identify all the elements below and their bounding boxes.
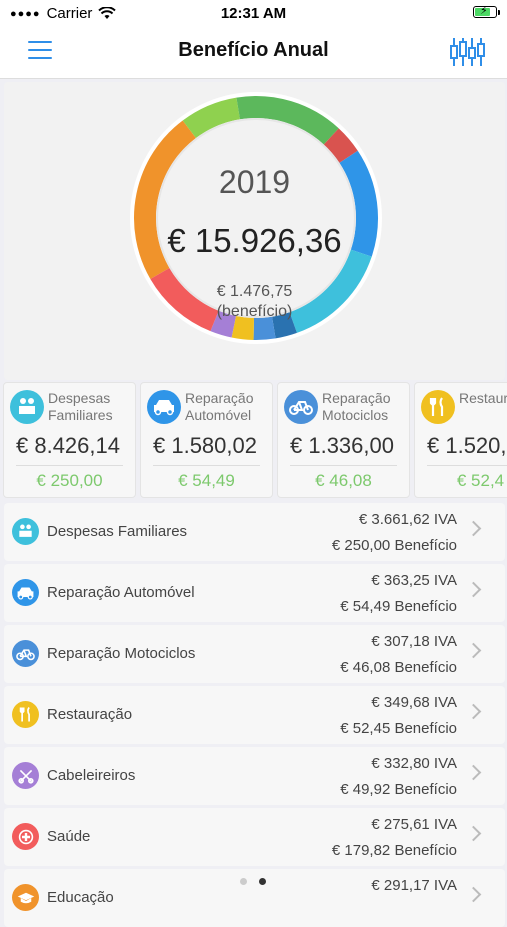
chevron-right-icon xyxy=(465,703,482,720)
donut-slice-2 xyxy=(236,96,339,145)
card-total: € 1.580,02 xyxy=(153,433,257,458)
chart-benefit-value: € 1.476,75 xyxy=(216,283,293,300)
chevron-right-icon xyxy=(465,581,482,598)
chart-benefit-label: (benefício) xyxy=(216,303,293,320)
list-item-benefit: € 54,49 Benefício xyxy=(340,598,457,615)
menu-icon xyxy=(28,41,52,43)
list-item-iva: € 363,25 IVA xyxy=(371,572,457,589)
list-item[interactable]: Despesas Familiares € 3.661,62 IVA € 250… xyxy=(4,503,505,561)
list-item-iva: € 3.661,62 IVA xyxy=(358,511,457,528)
family-icon xyxy=(12,518,39,545)
bicycle-icon xyxy=(284,390,318,424)
carrier-info: ●●●● Carrier xyxy=(10,5,117,22)
page-dot-active[interactable] xyxy=(259,878,266,885)
card-divider xyxy=(290,465,397,466)
category-card[interactable]: Despesas Familiares € 8.426,14 € 250,00 xyxy=(3,382,136,498)
donut-slice-7 xyxy=(253,316,276,340)
chevron-right-icon xyxy=(465,520,482,537)
signal-icon: ●●●● xyxy=(10,7,41,20)
donut-slice-6 xyxy=(271,312,297,339)
cutlery-icon xyxy=(421,390,455,424)
car-icon xyxy=(147,390,181,424)
list-item[interactable]: Restauração € 349,68 IVA € 52,45 Benefíc… xyxy=(4,686,505,744)
card-divider xyxy=(427,465,507,466)
donut-slice-0 xyxy=(134,120,197,279)
list-item-benefit: € 179,82 Benefício xyxy=(331,842,457,859)
donut-slice-5 xyxy=(289,249,372,333)
page-dot[interactable] xyxy=(240,878,247,885)
annual-chart: 2019 € 15.926,36 € 1.476,75 (benefício) xyxy=(4,82,505,380)
list-item-label: Reparação Automóvel xyxy=(47,584,195,601)
medical-icon xyxy=(12,823,39,850)
battery-icon: ⚡ xyxy=(473,5,500,18)
list-item-label: Saúde xyxy=(47,828,91,845)
list-item-benefit: € 250,00 Benefício xyxy=(331,537,457,554)
chart-total: € 15.926,36 xyxy=(167,222,342,259)
page-indicator[interactable] xyxy=(240,878,266,885)
category-card[interactable]: Restaura € 1.520, € 52,4 xyxy=(414,382,507,498)
card-label: Despesas Familiares xyxy=(48,390,113,423)
list-item-label: Restauração xyxy=(47,706,133,723)
car-icon xyxy=(12,579,39,606)
card-divider xyxy=(153,465,260,466)
card-total: € 8.426,14 xyxy=(16,433,120,458)
bicycle-icon xyxy=(12,640,39,667)
card-divider xyxy=(16,465,123,466)
card-benefit: € 46,08 xyxy=(315,471,372,490)
card-benefit: € 52,4 xyxy=(456,471,505,490)
list-item-benefit: € 46,08 Benefício xyxy=(340,659,457,676)
list-item-label: Cabeleireiros xyxy=(47,767,136,784)
menu-button[interactable] xyxy=(28,41,52,61)
carrier-label: Carrier xyxy=(46,5,93,22)
list-item[interactable]: Reparação Automóvel € 363,25 IVA € 54,49… xyxy=(4,564,505,622)
list-item-label: Despesas Familiares xyxy=(47,523,188,540)
chevron-right-icon xyxy=(465,825,482,842)
donut-slice-9 xyxy=(210,310,237,338)
list-item[interactable]: Saúde € 275,61 IVA € 179,82 Benefício xyxy=(4,808,505,866)
donut-slice-4 xyxy=(339,150,378,257)
card-benefit: € 54,49 xyxy=(178,471,235,490)
list-item[interactable]: Reparação Motociclos € 307,18 IVA € 46,0… xyxy=(4,625,505,683)
list-item-iva: € 307,18 IVA xyxy=(371,633,457,650)
chevron-right-icon xyxy=(465,764,482,781)
education-icon xyxy=(12,884,39,911)
category-card[interactable]: Reparação Motociclos € 1.336,00 € 46,08 xyxy=(277,382,410,498)
page-title: Benefício Anual xyxy=(178,39,329,61)
list-item[interactable]: Cabeleireiros € 332,80 IVA € 49,92 Benef… xyxy=(4,747,505,805)
donut-slice-1 xyxy=(182,97,241,139)
donut-slice-3 xyxy=(323,128,358,164)
list-item-benefit: € 52,45 Benefício xyxy=(340,720,457,737)
cutlery-icon xyxy=(12,701,39,728)
card-total: € 1.336,00 xyxy=(290,433,394,458)
card-benefit: € 250,00 xyxy=(36,471,103,490)
list-item-iva: € 291,17 IVA xyxy=(371,877,457,894)
navigation-bar: Benefício Anual xyxy=(0,26,507,79)
family-icon xyxy=(10,390,44,424)
list-item-benefit: € 49,92 Benefício xyxy=(340,781,457,798)
chart-year: 2019 xyxy=(218,164,291,200)
chart-benefit: € 1.476,75 (benefício) xyxy=(4,282,505,322)
card-label: Reparação Automóvel xyxy=(185,390,254,423)
candlestick-filter-button[interactable] xyxy=(449,36,485,68)
donut-slice-8 xyxy=(231,315,255,340)
donut-chart[interactable] xyxy=(4,82,505,380)
list-item-iva: € 332,80 IVA xyxy=(371,755,457,772)
chevron-right-icon xyxy=(465,642,482,659)
category-card[interactable]: Reparação Automóvel € 1.580,02 € 54,49 xyxy=(140,382,273,498)
card-label: Reparação Motociclos xyxy=(322,390,391,423)
status-bar: ●●●● Carrier 12:31 AM ⚡ xyxy=(0,0,507,26)
card-label: Restaura xyxy=(459,390,507,406)
wifi-icon xyxy=(98,7,117,19)
card-total: € 1.520, xyxy=(427,433,507,458)
clock: 12:31 AM xyxy=(220,5,287,22)
list-item-iva: € 349,68 IVA xyxy=(371,694,457,711)
donut-slice-10 xyxy=(150,267,219,332)
list-item-label: Educação xyxy=(47,889,114,906)
list-item-label: Reparação Motociclos xyxy=(47,645,196,662)
donut-center xyxy=(156,118,356,318)
category-cards: Despesas Familiares € 8.426,14 € 250,00 … xyxy=(0,382,507,500)
scissors-icon xyxy=(12,762,39,789)
list-item-iva: € 275,61 IVA xyxy=(371,816,457,833)
